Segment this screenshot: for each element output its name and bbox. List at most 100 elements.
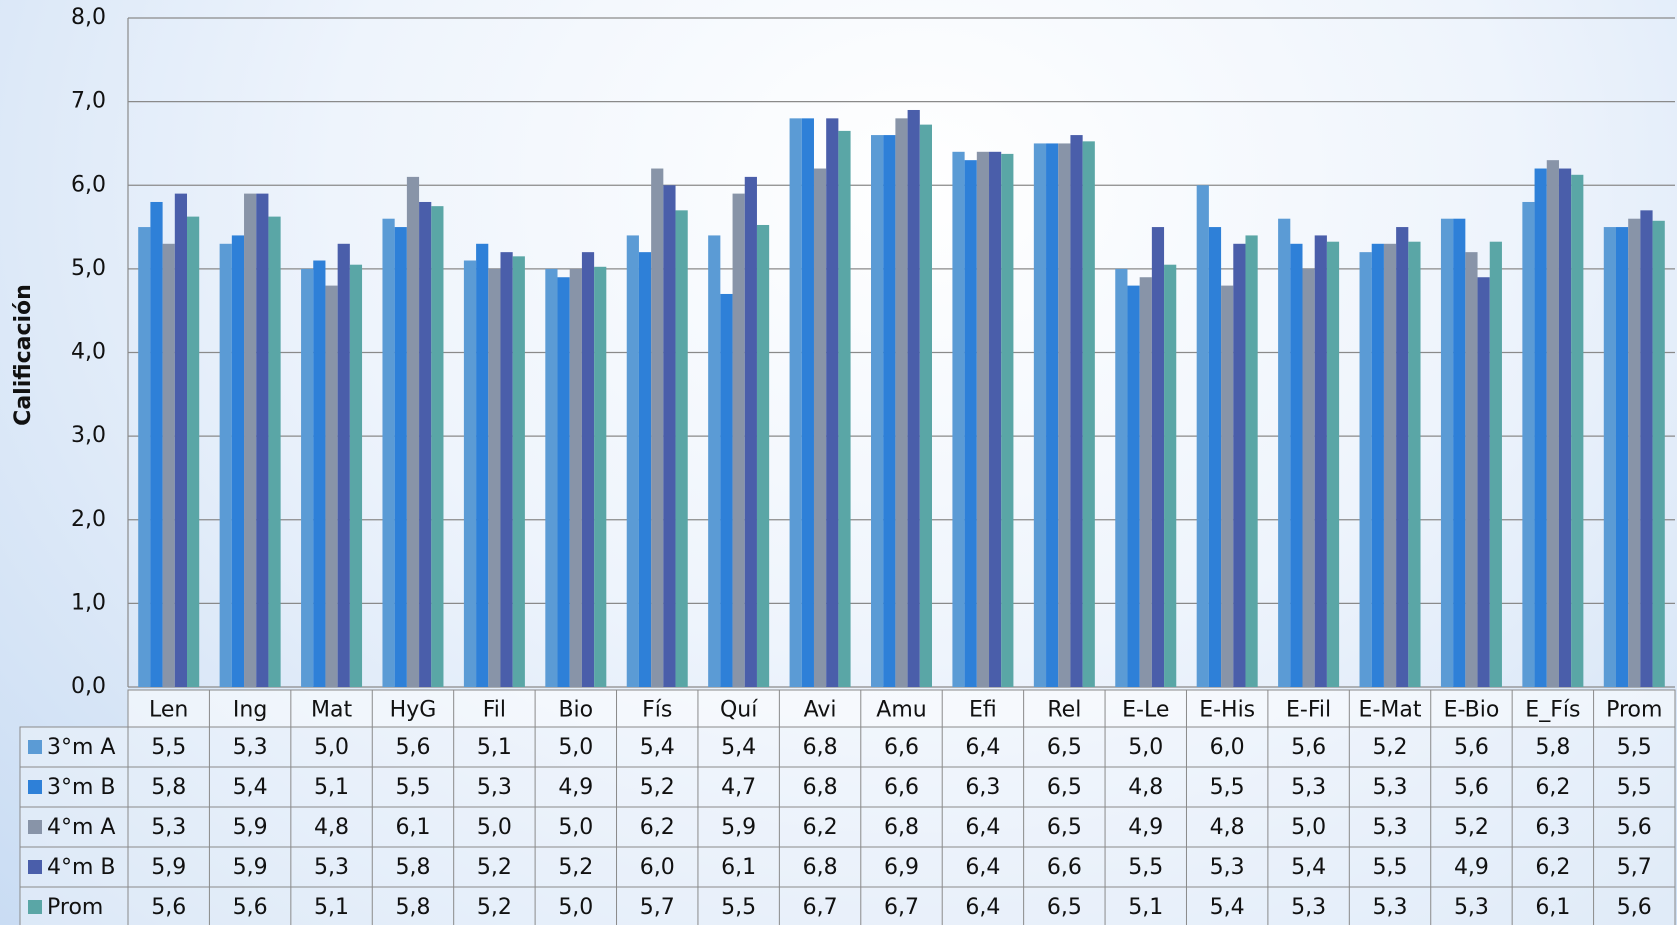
table-value: 6,7 bbox=[803, 895, 838, 920]
bar bbox=[1371, 243, 1384, 687]
table-value: 6,8 bbox=[803, 735, 838, 760]
table-value: 5,4 bbox=[1291, 855, 1326, 880]
table-value: 6,1 bbox=[721, 855, 756, 880]
bar bbox=[1046, 143, 1059, 687]
table-value: 6,4 bbox=[965, 895, 1000, 920]
bar bbox=[826, 118, 839, 688]
bar bbox=[1001, 153, 1014, 687]
x-tick-label: Quí bbox=[720, 698, 758, 723]
bar bbox=[569, 268, 582, 687]
table-row bbox=[19, 846, 1676, 888]
table-value: 5,3 bbox=[1210, 855, 1245, 880]
table-value: 5,2 bbox=[558, 855, 593, 880]
bar bbox=[325, 285, 338, 687]
table-value: 5,7 bbox=[1617, 855, 1652, 880]
table-value: 6,9 bbox=[884, 855, 919, 880]
bar bbox=[1652, 220, 1665, 687]
bar bbox=[488, 268, 501, 687]
table-value: 6,0 bbox=[1210, 735, 1245, 760]
table-value: 6,4 bbox=[965, 735, 1000, 760]
bar bbox=[1408, 241, 1421, 687]
bar bbox=[476, 243, 489, 687]
bar bbox=[419, 201, 432, 687]
x-tick-label: Avi bbox=[804, 698, 837, 723]
y-tick-label: 7,0 bbox=[71, 89, 106, 114]
bar bbox=[907, 109, 920, 688]
bar bbox=[663, 185, 676, 687]
table-value: 5,3 bbox=[1291, 775, 1326, 800]
table-value: 5,3 bbox=[477, 775, 512, 800]
table-value: 6,6 bbox=[884, 775, 919, 800]
bar bbox=[1534, 168, 1547, 687]
bar bbox=[1221, 285, 1234, 687]
table-value: 4,9 bbox=[558, 775, 593, 800]
table-value: 5,3 bbox=[233, 735, 268, 760]
bar bbox=[1453, 218, 1466, 687]
table-value: 5,5 bbox=[721, 895, 756, 920]
bar bbox=[1383, 243, 1397, 687]
table-value: 6,5 bbox=[1047, 895, 1082, 920]
legend-swatch bbox=[28, 860, 42, 874]
y-tick-label: 1,0 bbox=[71, 590, 106, 615]
table-value: 5,6 bbox=[1291, 735, 1326, 760]
table-value: 6,6 bbox=[1047, 855, 1082, 880]
table-value: 5,0 bbox=[1291, 815, 1326, 840]
bar bbox=[1326, 241, 1340, 687]
table-value: 5,3 bbox=[1373, 895, 1408, 920]
table-value: 5,6 bbox=[1617, 895, 1652, 920]
bar bbox=[952, 151, 965, 688]
x-tick-label: Mat bbox=[311, 698, 352, 723]
bar bbox=[594, 266, 607, 687]
table-value: 5,6 bbox=[1454, 735, 1489, 760]
bar bbox=[1233, 243, 1246, 687]
table-value: 5,0 bbox=[558, 815, 593, 840]
bar bbox=[187, 216, 200, 687]
table-value: 5,4 bbox=[233, 775, 268, 800]
bar bbox=[1139, 277, 1152, 687]
table-value: 4,8 bbox=[1128, 775, 1163, 800]
table-value: 4,7 bbox=[721, 775, 756, 800]
x-tick-label: Prom bbox=[1606, 698, 1662, 723]
table-value: 5,5 bbox=[1373, 855, 1408, 880]
x-tick-label: E-Mat bbox=[1359, 698, 1422, 723]
table-value: 5,3 bbox=[314, 855, 349, 880]
table-value: 6,8 bbox=[884, 815, 919, 840]
table-value: 6,5 bbox=[1047, 735, 1082, 760]
bar bbox=[838, 130, 851, 688]
table-value: 5,3 bbox=[1454, 895, 1489, 920]
table-value: 5,3 bbox=[1373, 815, 1408, 840]
legend-swatch bbox=[28, 900, 42, 914]
bar bbox=[964, 160, 977, 688]
table-value: 6,8 bbox=[803, 775, 838, 800]
bar bbox=[1522, 201, 1535, 687]
table-value: 6,3 bbox=[965, 775, 1000, 800]
bar bbox=[500, 252, 513, 687]
bar bbox=[1603, 227, 1616, 687]
x-tick-label: E-Le bbox=[1122, 698, 1169, 723]
table-value: 5,0 bbox=[558, 895, 593, 920]
bar bbox=[1477, 277, 1490, 687]
table-value: 5,6 bbox=[1454, 775, 1489, 800]
bar bbox=[1058, 143, 1071, 687]
table-value: 6,4 bbox=[965, 815, 1000, 840]
bar bbox=[382, 218, 395, 687]
bar bbox=[732, 193, 745, 688]
y-tick-label: 6,0 bbox=[71, 172, 106, 197]
bar bbox=[626, 235, 639, 688]
bar bbox=[162, 243, 175, 687]
bar bbox=[708, 235, 721, 688]
table-value: 5,1 bbox=[1128, 895, 1163, 920]
bar bbox=[789, 118, 802, 688]
bar bbox=[895, 118, 908, 688]
bar bbox=[720, 293, 733, 687]
table-value: 5,0 bbox=[477, 815, 512, 840]
table-value: 6,2 bbox=[640, 815, 675, 840]
bar bbox=[431, 206, 444, 687]
legend-label: 4°m B bbox=[47, 855, 116, 880]
bar bbox=[219, 243, 232, 687]
table-value: 5,1 bbox=[314, 895, 349, 920]
table-value: 5,7 bbox=[640, 895, 675, 920]
x-tick-label: E-Bio bbox=[1444, 698, 1500, 723]
table-value: 5,6 bbox=[1617, 815, 1652, 840]
